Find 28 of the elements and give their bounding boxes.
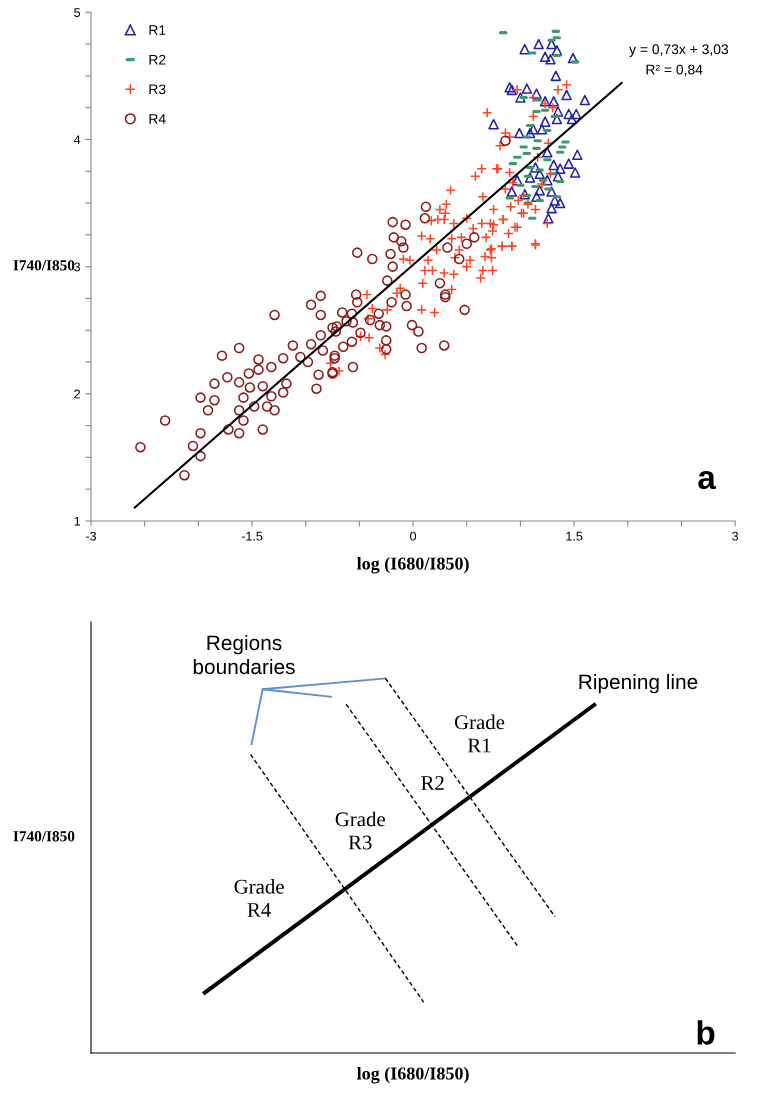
x-tick-label: 3: [732, 531, 739, 541]
legend-label: R2: [149, 54, 166, 65]
text: R2: [421, 775, 444, 790]
text: Regions boundaries: [193, 634, 295, 675]
x-tick-label: -1.5: [241, 531, 263, 541]
y-tick-label: 1: [74, 516, 80, 526]
text: b: [697, 1020, 715, 1045]
annotation: a: [698, 470, 717, 490]
x-tick-label: 0: [410, 531, 417, 541]
legend-label: R3: [149, 84, 166, 95]
annotation: R² = 0,84: [646, 64, 703, 77]
legend-label: R1: [149, 25, 166, 35]
y-axis-title: I740/I850: [13, 260, 75, 271]
y-tick-label: 4: [73, 135, 81, 144]
x-axis-title: log (I680/I850): [357, 556, 469, 574]
y-tick-label: 2: [74, 389, 80, 399]
annotation: y = 0,73x + 3,03: [629, 44, 729, 57]
text: Grade R4: [234, 879, 284, 917]
text: log (I680/I850): [357, 1066, 469, 1084]
y-tick-label: 3: [74, 262, 81, 272]
text: Grade R3: [335, 811, 385, 850]
x-tick-label: -3: [86, 531, 97, 541]
text: I740/I850: [13, 831, 75, 842]
y-tick-label: 5: [74, 8, 81, 17]
x-tick-label: 1.5: [566, 531, 583, 541]
legend-label: R4: [149, 114, 166, 124]
text: Grade R1: [454, 714, 505, 753]
text: Ripening line: [579, 673, 698, 694]
